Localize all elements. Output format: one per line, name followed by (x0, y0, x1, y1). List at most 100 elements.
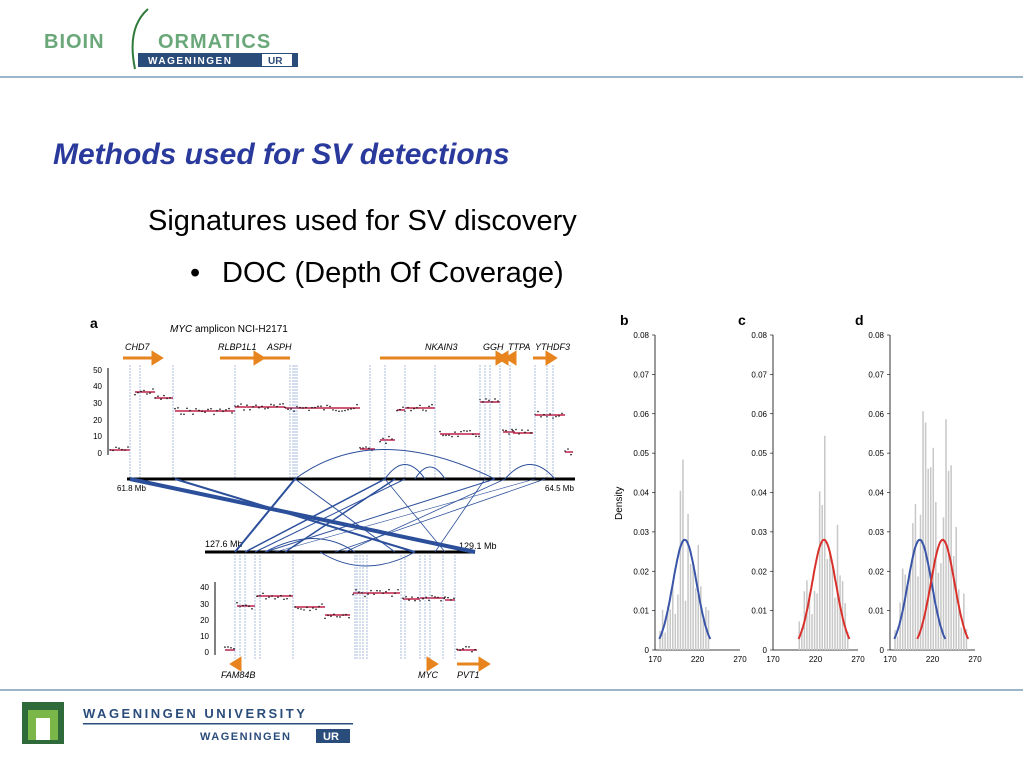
wageningen-university-logo: WAGENINGEN UNIVERSITY WAGENINGEN UR (22, 702, 353, 744)
depth-point (195, 408, 197, 410)
depth-point (475, 435, 477, 438)
histogram-bar (694, 588, 697, 650)
histogram-bar (821, 505, 823, 650)
depth-point (318, 605, 320, 608)
histogram-bar (816, 593, 818, 650)
histogram-bar (831, 565, 834, 650)
depth-point (279, 403, 281, 405)
y-tick-label: 0.01 (633, 607, 649, 616)
depth-point (204, 411, 206, 414)
depth-point (373, 593, 375, 596)
gene-label: FAM84B (221, 670, 255, 680)
depth-point (222, 410, 224, 413)
amplicon-label: amplicon NCI-H2171 (195, 324, 288, 335)
x-tick-label: 220 (691, 655, 705, 664)
y-tick-label: 0.08 (633, 331, 649, 340)
panel-label: c (738, 312, 746, 328)
panel-label: b (620, 312, 629, 328)
depth-point (471, 650, 473, 653)
depth-point (434, 596, 436, 598)
depth-point (505, 429, 507, 432)
depth-point (463, 429, 465, 432)
depth-point (227, 646, 229, 648)
histogram-bar (940, 563, 942, 650)
density-curve (797, 538, 851, 640)
depth-point (422, 409, 424, 411)
depth-point (309, 609, 311, 612)
x-tick-label: 170 (766, 655, 780, 664)
depth-point (152, 388, 154, 390)
footer-divider (0, 689, 1023, 691)
depth-point (411, 596, 413, 598)
logo-sub-b: UR (268, 56, 283, 67)
y-tick: 30 (93, 399, 102, 408)
gene-label: MYC (418, 670, 439, 680)
depth-point (385, 442, 387, 444)
depth-point (555, 415, 557, 418)
depth-point (174, 407, 176, 410)
depth-point (341, 410, 343, 412)
depth-point (186, 407, 188, 410)
depth-point (405, 595, 407, 598)
y-tick: 20 (93, 416, 102, 425)
depth-point (329, 405, 331, 408)
depth-point (399, 408, 401, 411)
depth-point (166, 397, 168, 400)
histogram-bar (682, 459, 684, 650)
depth-point (323, 408, 325, 411)
histogram-bar (937, 572, 940, 650)
depth-point (518, 433, 520, 435)
y-tick-label: 0.02 (633, 567, 649, 576)
depth-point (273, 404, 275, 406)
depth-point (345, 613, 347, 616)
y-tick: 0 (205, 648, 210, 657)
depth-point (321, 603, 323, 605)
gene-label: GGH (483, 342, 504, 352)
depth-point (201, 410, 203, 413)
depth-point (524, 431, 526, 434)
y-tick: 30 (200, 600, 209, 609)
depth-point (339, 616, 341, 618)
depth-point (242, 604, 244, 607)
histogram-bar (960, 627, 963, 650)
depth-point (362, 447, 364, 449)
gene-label: NKAIN3 (425, 342, 458, 352)
depth-point (561, 412, 563, 415)
depth-point (460, 430, 462, 433)
x-tick-label: 220 (926, 655, 940, 664)
header-divider (0, 76, 1023, 78)
depth-point (289, 594, 291, 597)
depth-point (246, 404, 248, 406)
depth-point (488, 399, 490, 402)
depth-point (294, 606, 296, 608)
depth-point (149, 392, 151, 394)
histogram-bar (950, 465, 952, 650)
depth-point (293, 410, 295, 412)
depth-point (431, 594, 433, 597)
logo-text-b: ORMATICS (158, 31, 271, 53)
depth-point (485, 398, 487, 400)
depth-point (385, 590, 387, 593)
y-tick: 10 (200, 632, 209, 641)
depth-point (306, 606, 308, 609)
depth-point (552, 417, 554, 419)
depth-point (417, 596, 419, 599)
depth-point (296, 405, 298, 408)
depth-point (361, 591, 363, 594)
histogram-bar (677, 594, 679, 650)
y-tick-label: 0 (880, 646, 885, 655)
gene-label: PVT1 (457, 670, 480, 680)
depth-point (558, 415, 560, 417)
histogram-bar (912, 523, 914, 650)
y-tick-label: 0.03 (633, 528, 649, 537)
histogram-bar (707, 610, 710, 650)
depth-point (402, 406, 404, 408)
depth-point (115, 446, 117, 449)
histogram-bar (666, 606, 669, 650)
depth-point (330, 615, 332, 617)
depth-point (364, 595, 366, 598)
depth-point (228, 407, 230, 410)
depth-point (469, 429, 471, 432)
depth-point (121, 448, 123, 451)
y-tick-label: 0.04 (751, 489, 767, 498)
